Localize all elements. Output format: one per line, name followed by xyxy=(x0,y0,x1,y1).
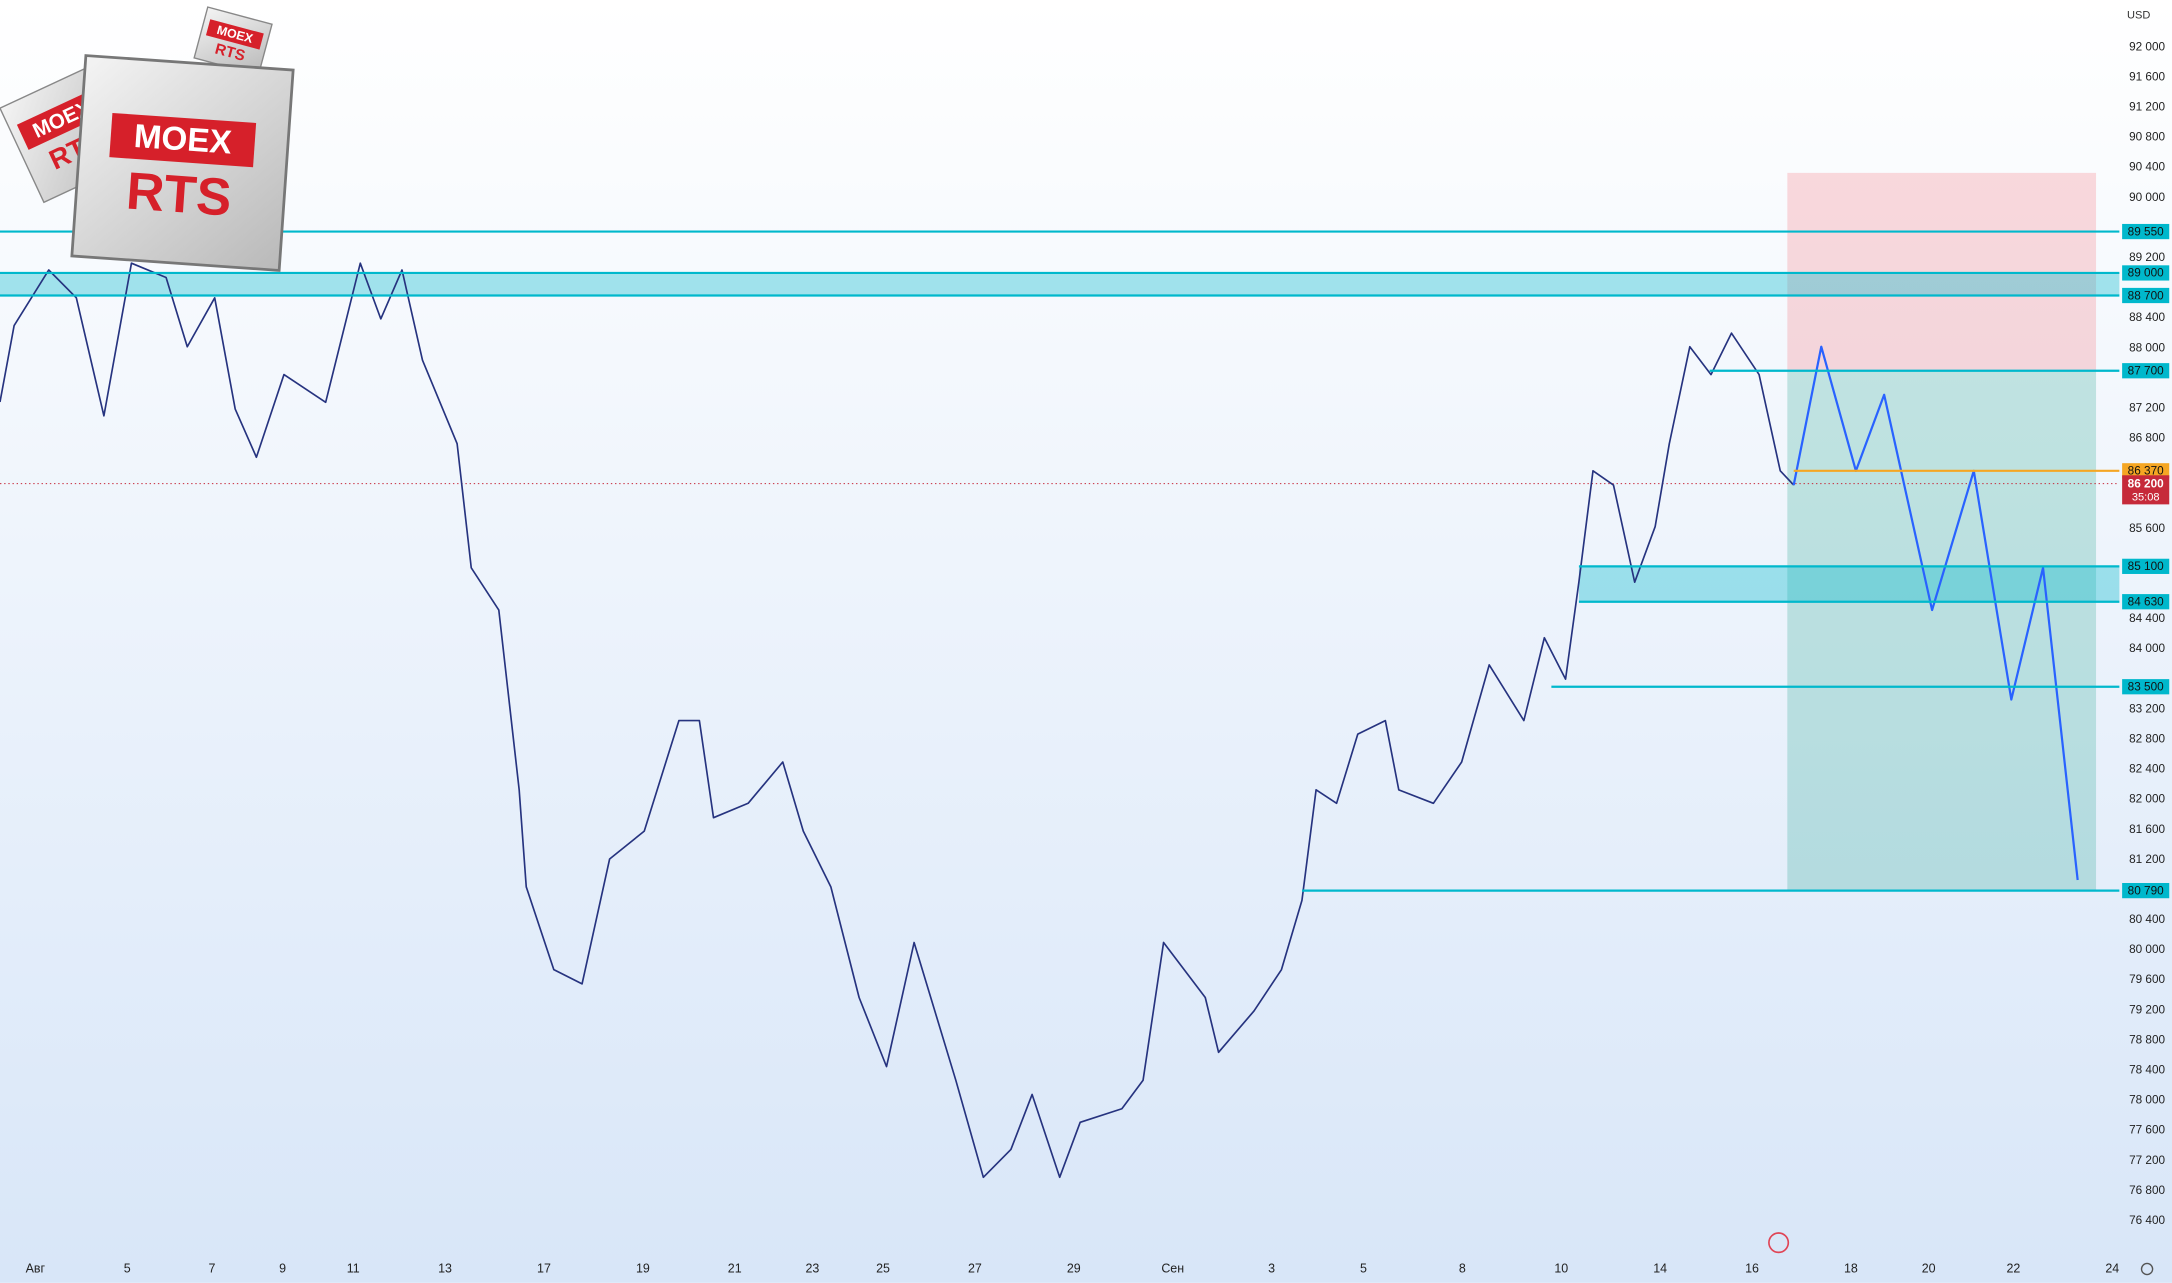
level-zone xyxy=(1578,566,2120,602)
level-badge-label: 85 100 xyxy=(2128,560,2164,573)
x-tick-label: 18 xyxy=(1844,1261,1858,1275)
logo-small: MOEX RTS xyxy=(193,6,273,76)
y-tick-label: 88 400 xyxy=(2129,311,2165,324)
x-tick-label: 24 xyxy=(2105,1261,2119,1275)
level-badge-label: 89 550 xyxy=(2128,225,2164,238)
y-tick-label: 88 000 xyxy=(2129,341,2165,354)
level-badge-label: 86 370 xyxy=(2128,465,2164,478)
y-tick-label: 82 800 xyxy=(2129,733,2165,746)
alert-icon[interactable] xyxy=(1768,1232,1790,1254)
level-badge xyxy=(2122,463,2170,479)
y-tick-label: 84 000 xyxy=(2129,642,2165,655)
logo-large: MOEX RTS xyxy=(70,54,295,272)
x-tick-label: 23 xyxy=(805,1261,819,1275)
y-tick-label: 78 400 xyxy=(2129,1064,2165,1077)
y-tick-label: 80 400 xyxy=(2129,913,2165,926)
logo-brand: MOEX xyxy=(133,118,233,162)
x-tick-label: 5 xyxy=(1360,1261,1367,1275)
x-tick-label: 10 xyxy=(1554,1261,1568,1275)
level-badge-label: 83 500 xyxy=(2128,681,2164,694)
y-tick-label: 90 800 xyxy=(2129,131,2165,144)
y-tick-label: 80 000 xyxy=(2129,943,2165,956)
settings-icon[interactable] xyxy=(2140,1262,2154,1276)
y-tick-label: 76 800 xyxy=(2129,1184,2165,1197)
projection-line xyxy=(1792,345,2079,881)
x-tick-label: 5 xyxy=(124,1261,131,1275)
x-tick-label: 16 xyxy=(1745,1261,1759,1275)
y-tick-label: 92 000 xyxy=(2129,40,2165,53)
x-tick-label: 29 xyxy=(1067,1261,1081,1275)
y-tick-label: 82 400 xyxy=(2129,763,2165,776)
x-tick-label: 22 xyxy=(2006,1261,2020,1275)
y-tick-label: 81 600 xyxy=(2129,823,2165,836)
x-tick-label: Сен xyxy=(1161,1261,1184,1275)
currency-label[interactable]: USD xyxy=(2127,9,2150,21)
x-tick-label: 17 xyxy=(537,1261,551,1275)
level-badge-label: 88 700 xyxy=(2128,289,2164,302)
y-tick-label: 79 200 xyxy=(2129,1003,2165,1016)
level-zone xyxy=(0,272,2120,296)
level-badge xyxy=(2122,287,2170,304)
y-tick-label: 87 200 xyxy=(2129,401,2165,414)
x-tick-label: 21 xyxy=(728,1261,742,1275)
y-tick-label: 91 600 xyxy=(2129,70,2165,83)
y-tick-label: 85 600 xyxy=(2129,522,2165,535)
y-tick-label: 78 800 xyxy=(2129,1033,2165,1046)
y-tick-label: 83 200 xyxy=(2129,702,2165,715)
level-badge xyxy=(2122,594,2170,610)
x-tick-label: 14 xyxy=(1653,1261,1667,1275)
level-badge-label: 80 790 xyxy=(2128,884,2164,897)
x-tick-label: 3 xyxy=(1268,1261,1275,1275)
y-tick-label: 91 200 xyxy=(2129,101,2165,114)
y-tick-label: 89 200 xyxy=(2129,251,2165,264)
y-tick-label: 78 000 xyxy=(2129,1094,2165,1107)
level-badge xyxy=(2122,679,2170,695)
x-tick-label: Авг xyxy=(26,1261,46,1275)
y-tick-label: 86 800 xyxy=(2129,432,2165,445)
y-tick-label: 81 200 xyxy=(2129,853,2165,866)
y-tick-label: 90 000 xyxy=(2129,191,2165,204)
x-tick-label: 27 xyxy=(968,1261,982,1275)
y-tick-label: 84 400 xyxy=(2129,612,2165,625)
logos: MOEX RTS MOEX RTS MOEX RTS xyxy=(0,6,295,272)
y-tick-label: 90 400 xyxy=(2129,161,2165,174)
target-zone xyxy=(1787,370,2097,891)
level-badge xyxy=(2122,223,2170,240)
y-tick-label: 79 600 xyxy=(2129,973,2165,986)
level-badge xyxy=(2122,363,2170,379)
price-line xyxy=(0,262,1795,1179)
level-badge-label: 84 630 xyxy=(2128,596,2164,609)
stop-zone xyxy=(1787,172,2097,371)
x-tick-label: 13 xyxy=(438,1261,452,1275)
y-tick-label: 77 200 xyxy=(2129,1154,2165,1167)
level-badge xyxy=(2122,265,2170,281)
y-tick-label: 82 000 xyxy=(2129,793,2165,806)
x-tick-label: 7 xyxy=(208,1261,215,1275)
plot-area xyxy=(0,172,2120,1179)
current-price-badge xyxy=(2122,475,2170,505)
y-tick-label: 77 600 xyxy=(2129,1124,2165,1137)
current-price-label: 86 200 xyxy=(2128,477,2164,490)
x-tick-label: 19 xyxy=(636,1261,650,1275)
axes: USD 76 400 76 800 77 200 77 600 78 000 78 400… xyxy=(26,9,2170,1275)
level-badge xyxy=(2122,558,2170,574)
x-tick-label: 9 xyxy=(279,1261,286,1275)
level-badge-label: 87 700 xyxy=(2128,365,2164,378)
logo-ticker: RTS xyxy=(124,161,233,227)
x-tick-label: 20 xyxy=(1922,1261,1936,1275)
level-badge-label: 89 000 xyxy=(2128,267,2164,280)
y-tick-label: 76 400 xyxy=(2129,1214,2165,1227)
level-badge xyxy=(2122,882,2170,899)
x-tick-label: 25 xyxy=(876,1261,890,1275)
x-tick-label: 11 xyxy=(347,1261,360,1275)
x-tick-label: 8 xyxy=(1459,1261,1466,1275)
current-price-timer: 35:08 xyxy=(2132,491,2160,503)
